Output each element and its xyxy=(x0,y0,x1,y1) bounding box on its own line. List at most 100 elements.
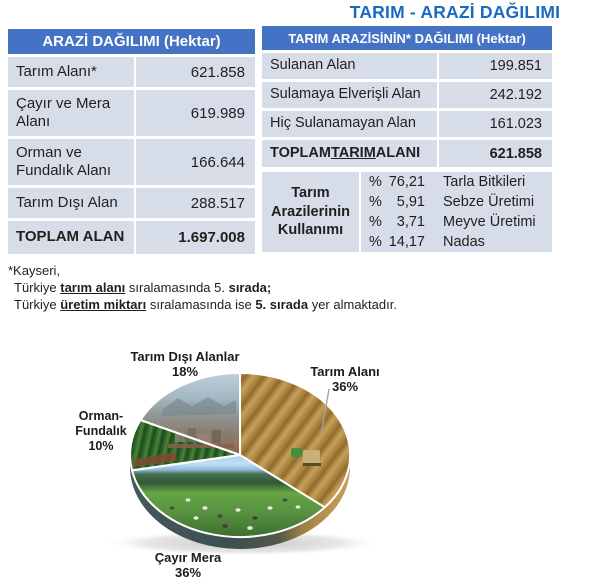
percent-value: 76,21 xyxy=(388,174,425,190)
footnote-text: yer almaktadır. xyxy=(308,297,397,312)
column-separator xyxy=(437,53,439,79)
row-label: Tarım Alanı* xyxy=(16,62,97,80)
pie-label-text: Orman-Fundalık xyxy=(75,409,127,438)
pie-label-percent: 18% xyxy=(171,364,199,380)
pie-label-orman-fundalik: Orman-Fundalık 10% xyxy=(66,409,136,453)
total-label-pre: TOPLAM xyxy=(270,144,331,161)
row-label: Hiç Sulanamayan Alan xyxy=(270,115,416,132)
forest-texture-details xyxy=(133,452,177,467)
table-row: Tarım Dışı Alan 288.517 xyxy=(8,188,255,218)
percent-sign: % xyxy=(369,214,382,230)
usage-label: Tarım Arazilerinin Kullanımı xyxy=(271,184,350,239)
pie-label-percent: 10% xyxy=(88,438,114,453)
footnote-text-bold: sırada; xyxy=(228,280,272,295)
footnote-line: *Kayseri, xyxy=(8,263,61,278)
pie-label-text: Tarım Dışı Alanlar xyxy=(130,349,240,364)
usage-name: Nadas xyxy=(443,234,485,250)
column-separator xyxy=(134,188,136,218)
usage-items: % 76,21 Tarla Bitkileri % 5,91 Sebze Üre… xyxy=(361,172,552,252)
land-distribution-table: ARAZİ DAĞILIMI (Hektar) Tarım Alanı* 621… xyxy=(8,29,255,254)
usage-name: Sebze Üretimi xyxy=(443,194,535,210)
row-value: 621.858 xyxy=(489,145,542,162)
footnote-text-emphasized: tarım alanı xyxy=(60,280,126,295)
pie-label-tarim-alani: Tarım Alanı 36% xyxy=(300,364,390,395)
pie-chart: Tarım Dışı Alanlar 18% Tarım Alanı 36% O… xyxy=(0,340,605,581)
column-separator xyxy=(134,139,136,185)
row-value: 1.697.008 xyxy=(178,229,245,246)
pie-label-text: Tarım Alanı xyxy=(310,364,380,379)
column-separator xyxy=(359,172,361,252)
table-row: Orman ve Fundalık Alanı 166.644 xyxy=(8,139,255,185)
meadow-sheep-dots xyxy=(169,498,301,530)
row-label: Çayır ve Mera Alanı xyxy=(16,94,111,130)
table-header: TARIM ARAZİSİNİN* DAĞILIMI (Hektar) xyxy=(262,26,552,50)
table-row: Tarım Alanı* 621.858 xyxy=(8,57,255,87)
usage-item: % 3,71 Meyve Üretimi xyxy=(361,213,552,232)
field-tractor xyxy=(291,448,321,466)
row-value: 619.989 xyxy=(190,104,245,122)
pie-label-cayir-mera: Çayır Mera 36% xyxy=(128,550,248,581)
row-value: 161.023 xyxy=(489,116,542,132)
pie-label-percent: 36% xyxy=(331,379,359,395)
footnote-text: Türkiye xyxy=(14,297,61,312)
usage-item: % 14,17 Nadas xyxy=(361,233,552,252)
row-label: Sulanan Alan xyxy=(270,57,356,74)
footnote: *Kayseri, Türkiye tarım alanı sıralaması… xyxy=(8,262,397,313)
farm-land-usage-block: Tarım Arazilerinin Kullanımı % 76,21 Tar… xyxy=(262,172,552,252)
row-label: Sulamaya Elverişli Alan xyxy=(270,86,421,103)
pie-label-percent: 36% xyxy=(174,565,202,581)
footnote-text: sıralamasında ise xyxy=(146,297,256,312)
pie-slice-tarim-alani xyxy=(240,372,351,508)
row-value: 288.517 xyxy=(190,194,245,212)
table-row-total: TOPLAM ALAN 1.697.008 xyxy=(8,221,255,254)
leader-line-tarim-alani xyxy=(320,388,330,436)
table-row: Hiç Sulanamayan Alan 161.023 xyxy=(262,111,552,137)
column-separator xyxy=(437,111,439,137)
pie-slice-cayir-mera xyxy=(132,455,325,538)
pie-slice-borders xyxy=(129,372,352,539)
usage-name: Tarla Bitkileri xyxy=(443,174,526,190)
percent-sign: % xyxy=(369,194,382,210)
footnote-text: sıralamasında 5. xyxy=(125,280,229,295)
row-label: TOPLAM TARIM ALANI xyxy=(262,140,437,167)
table-row: Sulanan Alan 199.851 xyxy=(262,53,552,79)
total-label-underlined: TARIM xyxy=(330,144,376,161)
table-row: Çayır ve Mera Alanı 619.989 xyxy=(8,90,255,136)
pie-chart-canvas xyxy=(103,372,383,556)
column-separator xyxy=(134,221,136,254)
pie-label-text: Çayır Mera xyxy=(154,550,222,565)
footnote-line: Türkiye üretim miktarı sıralamasında ise… xyxy=(8,296,397,313)
percent-sign: % xyxy=(369,234,382,250)
usage-item: % 5,91 Sebze Üretimi xyxy=(361,193,552,212)
city-texture-details xyxy=(162,397,236,448)
row-label: Tarım Dışı Alan xyxy=(16,193,118,211)
table-row: Sulamaya Elverişli Alan 242.192 xyxy=(262,82,552,108)
column-separator xyxy=(134,57,136,87)
column-separator xyxy=(437,140,439,167)
percent-sign: % xyxy=(369,174,382,190)
column-separator xyxy=(134,90,136,136)
footnote-text-bold: 5. sırada xyxy=(255,297,309,312)
total-label-post: ALANI xyxy=(375,144,421,161)
table-row-total: TOPLAM TARIM ALANI 621.858 xyxy=(262,140,552,167)
percent-value: 3,71 xyxy=(396,214,425,230)
row-label: TOPLAM ALAN xyxy=(16,228,125,246)
page-title: TARIM - ARAZİ DAĞILIMI xyxy=(349,2,561,22)
percent-value: 5,91 xyxy=(396,194,425,210)
farm-land-distribution-table: TARIM ARAZİSİNİN* DAĞILIMI (Hektar) Sula… xyxy=(262,26,552,167)
pie-label-tarim-disi: Tarım Dışı Alanlar 18% xyxy=(110,349,260,380)
column-separator xyxy=(437,82,439,108)
percent-value: 14,17 xyxy=(388,234,425,250)
row-label: Orman ve Fundalık Alanı xyxy=(16,143,112,179)
usage-name: Meyve Üretimi xyxy=(443,214,536,230)
usage-item: % 76,21 Tarla Bitkileri xyxy=(361,173,552,192)
table-header: ARAZİ DAĞILIMI (Hektar) xyxy=(8,29,255,54)
footnote-text-emphasized: üretim miktarı xyxy=(60,297,147,312)
row-value: 166.644 xyxy=(190,153,245,171)
row-value: 242.192 xyxy=(489,87,542,103)
footnote-line: Türkiye tarım alanı sıralamasında 5. sır… xyxy=(8,279,397,296)
row-value: 621.858 xyxy=(190,63,245,81)
footnote-text: Türkiye xyxy=(14,280,61,295)
row-value: 199.851 xyxy=(489,58,542,74)
